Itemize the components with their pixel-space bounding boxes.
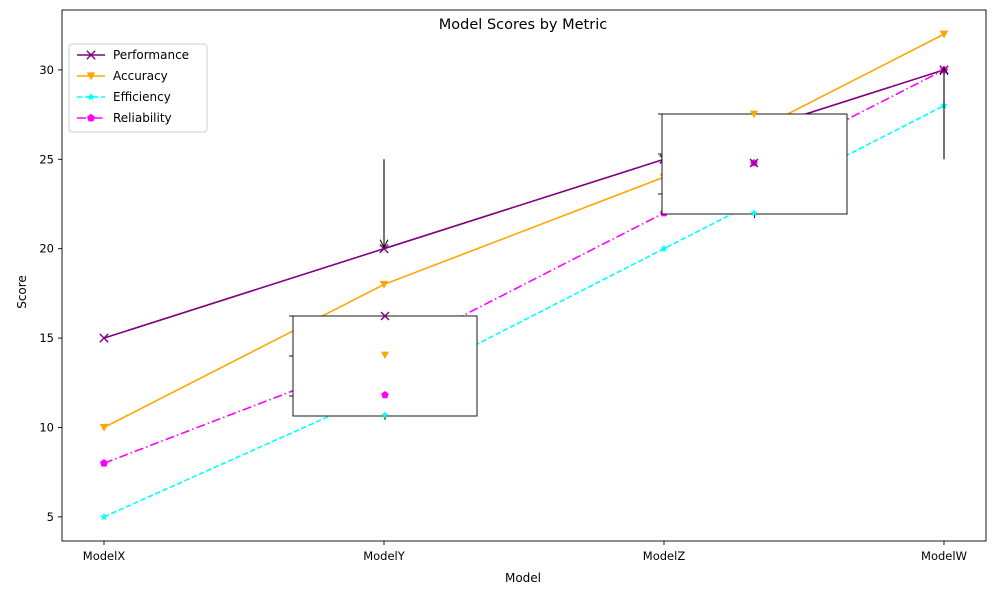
data-point-efficiency-modelz: [660, 244, 668, 253]
inset-left-point-1: [381, 351, 389, 359]
legend-marker-performance: [86, 50, 96, 60]
y-tick-label-15: 15: [39, 331, 54, 345]
legend-marker-accuracy: [86, 72, 96, 81]
axis-layer: 5 10 15 20 25 30 ModelX ModelY ModelZ ModelW: [39, 63, 967, 563]
inset-right-point-0: [750, 110, 758, 118]
inset-left-frame: [292, 315, 478, 417]
inset-left: [289, 311, 478, 420]
legend-box: [68, 43, 208, 133]
data-point-accuracy-modelx: [99, 423, 109, 432]
y-tick-label-30: 30: [39, 63, 54, 77]
data-point-efficiency-modelx: [100, 512, 108, 521]
chart-title: Model Scores by Metric: [439, 17, 607, 33]
inset-right: [658, 110, 848, 218]
inset-left-point-2: [381, 391, 389, 399]
x-tick-label-modelx: ModelX: [83, 549, 126, 563]
legend-label-reliability: Reliability: [113, 111, 172, 125]
y-tick-label-25: 25: [39, 152, 54, 166]
legend: Performance Accuracy Efficiency Reliability: [68, 43, 208, 133]
y-axis-label: Score: [15, 275, 29, 309]
legend-entry-efficiency: Efficiency: [77, 90, 171, 104]
series-accuracy: [99, 30, 949, 432]
x-axis-label: Model: [505, 571, 541, 585]
inset-left-point-3: [381, 411, 389, 419]
series-line-accuracy: [103, 33, 945, 429]
data-point-reliability-modelx: [100, 459, 108, 467]
legend-marker-reliability: [87, 113, 95, 122]
y-tick-label-20: 20: [39, 242, 54, 256]
series-layer: [99, 30, 949, 521]
x-tick-label-modelw: ModelW: [921, 549, 967, 563]
data-point-accuracy-modely: [379, 280, 389, 289]
legend-label-efficiency: Efficiency: [113, 90, 171, 104]
inset-layer: [289, 110, 848, 420]
y-tick-label-5: 5: [47, 510, 54, 524]
data-point-performance-modelx: [99, 333, 109, 343]
legend-label-performance: Performance: [113, 48, 189, 62]
legend-marker-efficiency: [87, 92, 95, 101]
x-tick-label-modely: ModelY: [363, 549, 406, 563]
legend-entry-reliability: Reliability: [77, 111, 172, 125]
inset-left-point-0: [380, 311, 390, 321]
legend-entry-accuracy: Accuracy: [77, 69, 168, 83]
data-point-accuracy-modelw: [939, 30, 949, 39]
inset-right-point-3: [750, 209, 758, 217]
legend-label-accuracy: Accuracy: [113, 69, 168, 83]
annotation-layer: [384, 68, 944, 247]
plot-frame: [61, 9, 987, 542]
legend-entry-performance: Performance: [77, 48, 189, 62]
inset-right-point-2: [749, 158, 759, 168]
y-tick-label-10: 10: [39, 420, 54, 434]
x-tick-label-modelz: ModelZ: [643, 549, 686, 563]
